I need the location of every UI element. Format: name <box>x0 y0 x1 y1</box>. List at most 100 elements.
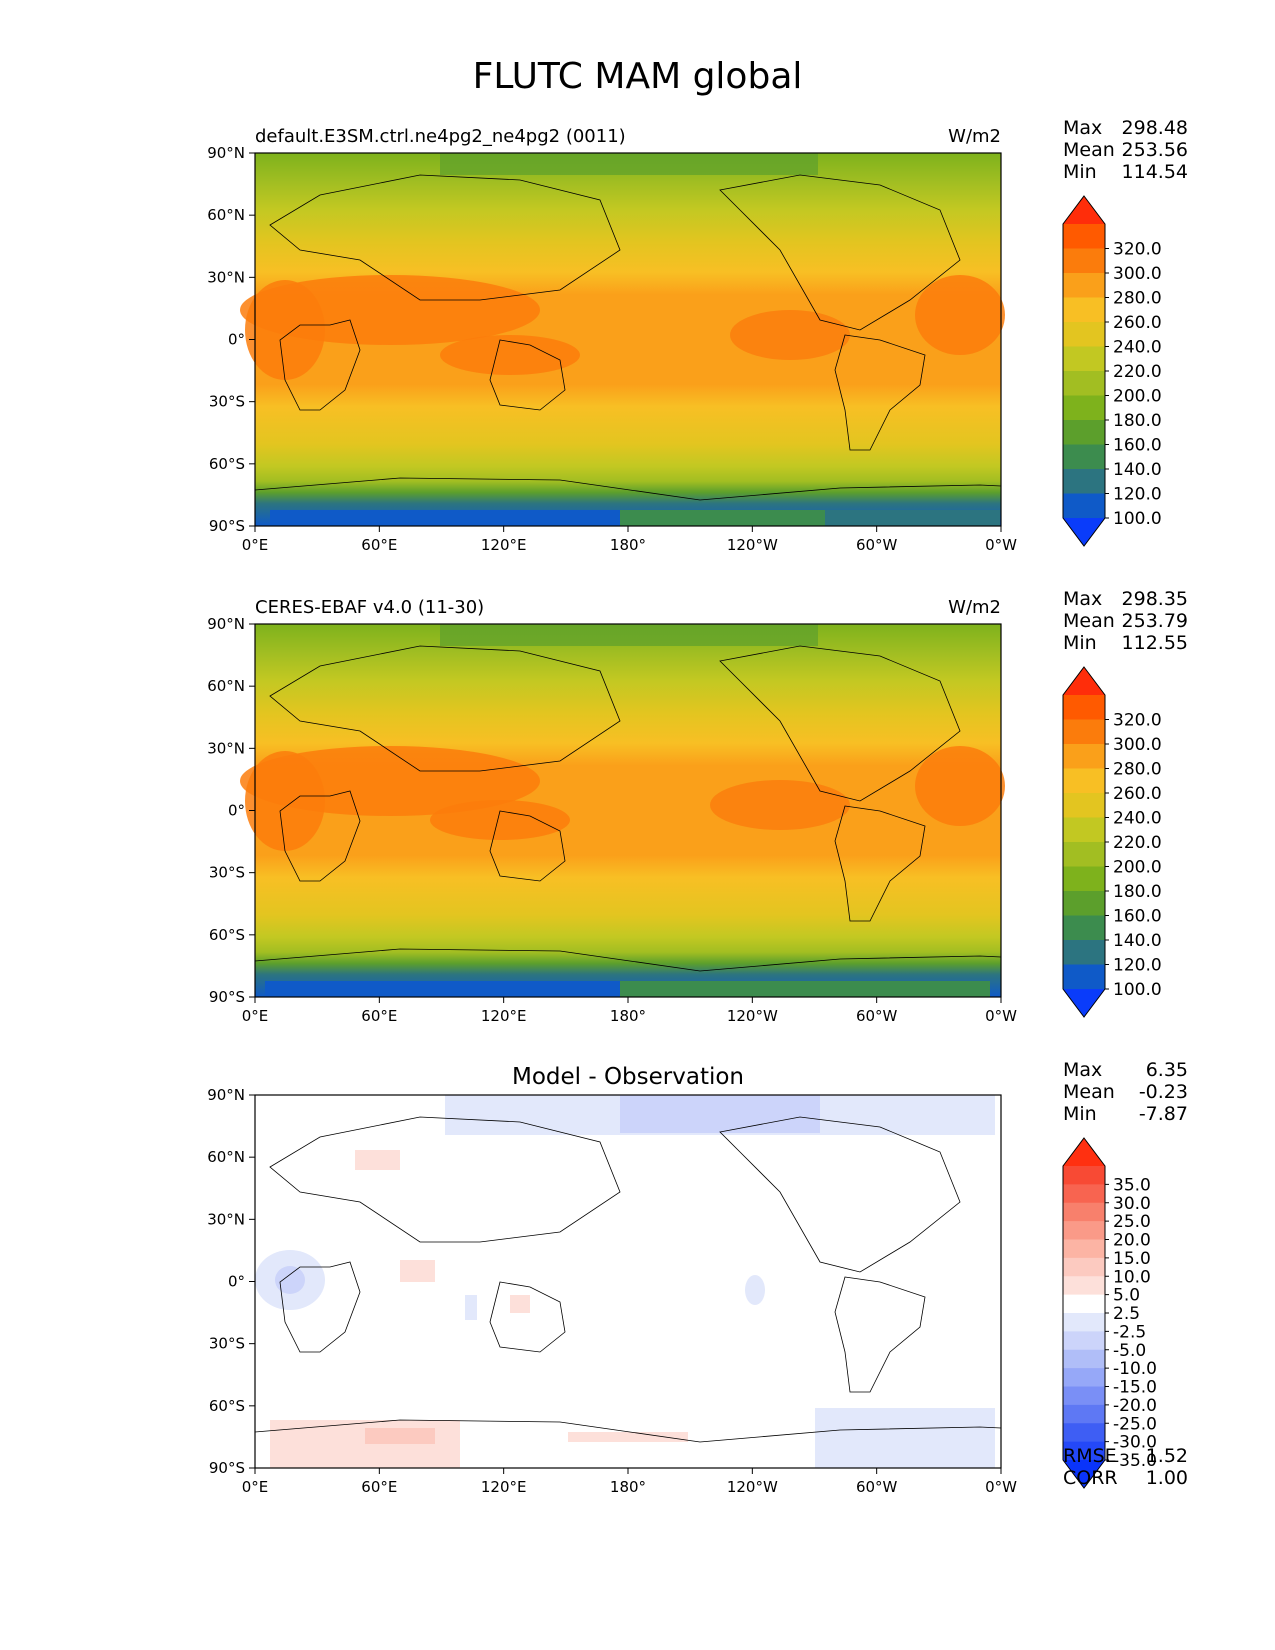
colorbar-tick-label: 240.0 <box>1113 809 1162 829</box>
y-tick-label: 90°N <box>207 144 245 162</box>
colorbar-tick-label: -35.0 <box>1113 1451 1157 1471</box>
y-tick-label: 60°N <box>207 1148 245 1166</box>
colorbar-segment <box>1063 1349 1105 1369</box>
panel-title-left: default.E3SM.ctrl.ne4pg2_ne4pg2 (0011) <box>255 126 626 147</box>
colorbar-segment <box>1063 866 1105 892</box>
colorbar-tick-label: 260.0 <box>1113 784 1162 804</box>
y-tick-label: 0° <box>228 802 245 820</box>
stat-mean-value: 253.56 <box>1121 139 1188 161</box>
colorbar-tick-label: -30.0 <box>1113 1433 1157 1453</box>
colorbar-segment <box>1063 395 1105 421</box>
colorbar-tick-label: 140.0 <box>1113 931 1162 951</box>
stat-mean-label: Mean <box>1063 1081 1115 1103</box>
x-tick-label: 0°W <box>985 1478 1017 1496</box>
colorbar-segment <box>1063 420 1105 446</box>
x-tick-label: 60°E <box>361 536 397 554</box>
colorbar-segment <box>1063 1257 1105 1277</box>
stat-mean-label: Mean <box>1063 610 1115 632</box>
colorbar-segment <box>1063 695 1105 721</box>
y-tick-label: 90°N <box>207 615 245 633</box>
colorbar-tick-label: 15.0 <box>1113 1249 1151 1269</box>
colorbar-tick-label: 2.5 <box>1113 1304 1140 1324</box>
y-tick-label: 30°N <box>207 739 245 757</box>
colorbar-tick-label: 240.0 <box>1113 338 1162 358</box>
x-tick-label: 0°E <box>242 1478 269 1496</box>
stat-max-value: 298.35 <box>1121 588 1188 610</box>
colorbar-segment <box>1063 1386 1105 1406</box>
colorbar-segment <box>1063 371 1105 397</box>
colorbar-extend-max <box>1063 1138 1105 1166</box>
colorbar-segment <box>1063 1441 1105 1461</box>
panel-difference-stats: Max 6.35 Mean -0.23 Min -7.87 <box>1063 1059 1188 1125</box>
x-tick-label: 180° <box>610 1478 646 1496</box>
panel-units: W/m2 <box>948 126 1001 147</box>
y-tick-label: 0° <box>228 1273 245 1291</box>
x-tick-label: 120°E <box>481 536 527 554</box>
colorbar-tick-label: 260.0 <box>1113 313 1162 333</box>
x-tick-label: 60°E <box>361 1007 397 1025</box>
colorbar-tick-label: 100.0 <box>1113 980 1162 1000</box>
y-tick-label: 90°S <box>209 517 245 535</box>
colorbar-segment <box>1063 817 1105 843</box>
x-tick-label: 0°W <box>985 536 1017 554</box>
colorbar-segment <box>1063 346 1105 372</box>
colorbar-tick-label: 10.0 <box>1113 1267 1151 1287</box>
panel-difference-coastlines <box>254 1116 1002 1443</box>
stat-max-label: Max <box>1063 1059 1103 1081</box>
colorbar-tick-label: 100.0 <box>1113 509 1162 529</box>
colorbar-tick-label: 280.0 <box>1113 760 1162 780</box>
colorbar-segment <box>1063 842 1105 868</box>
x-tick-label: 120°W <box>727 1478 778 1496</box>
y-tick-label: 90°S <box>209 1459 245 1477</box>
stat-rmse-value: 1.52 <box>1145 1445 1188 1467</box>
colorbar-segment <box>1063 1184 1105 1204</box>
x-tick-label: 120°W <box>727 536 778 554</box>
colorbar-segment <box>1063 469 1105 495</box>
panel-reference-coastlines <box>254 645 1002 972</box>
panel-test-stats: Max 298.48 Mean 253.56 Min 114.54 <box>1063 117 1188 183</box>
y-tick-label: 60°N <box>207 206 245 224</box>
y-tick-label: 60°S <box>209 1397 245 1415</box>
x-tick-label: 180° <box>610 536 646 554</box>
colorbar-tick-label: 200.0 <box>1113 858 1162 878</box>
panel-difference-metrics: RMSE 1.52 CORR 1.00 <box>1063 1445 1188 1489</box>
x-tick-label: 180° <box>610 1007 646 1025</box>
colorbar-outline <box>1062 1137 1106 1489</box>
colorbar-segment <box>1063 891 1105 917</box>
colorbar-segment <box>1063 915 1105 941</box>
x-tick-label: 60°E <box>361 1478 397 1496</box>
colorbar-segment <box>1063 1294 1105 1314</box>
colorbar-segment <box>1063 273 1105 299</box>
colorbar-tick-label: 5.0 <box>1113 1286 1140 1306</box>
colorbar-tick-label: -20.0 <box>1113 1396 1157 1416</box>
colorbar-extend-min <box>1063 518 1105 546</box>
panel-test-coastlines <box>254 174 1002 501</box>
colorbar-tick-label: -2.5 <box>1113 1322 1146 1342</box>
colorbar-tick-label: 220.0 <box>1113 833 1162 853</box>
stat-max-value: 298.48 <box>1121 117 1188 139</box>
colorbar-segment <box>1063 744 1105 770</box>
colorbar-tick-label: 140.0 <box>1113 460 1162 480</box>
colorbar-tick-label: 180.0 <box>1113 411 1162 431</box>
colorbar-tick-label: 30.0 <box>1113 1194 1151 1214</box>
stat-mean-value: 253.79 <box>1121 610 1188 632</box>
y-tick-label: 90°N <box>207 1086 245 1104</box>
colorbar-extend-min <box>1063 1460 1105 1488</box>
x-tick-label: 0°W <box>985 1007 1017 1025</box>
x-tick-label: 60°W <box>856 1478 898 1496</box>
colorbar-segment <box>1063 964 1105 990</box>
colorbar-outline <box>1062 195 1106 547</box>
stat-max-value: 6.35 <box>1145 1059 1188 1081</box>
panel-title-left: CERES-EBAF v4.0 (11-30) <box>255 597 484 618</box>
x-tick-label: 120°E <box>481 1007 527 1025</box>
colorbar-tick-label: 320.0 <box>1113 711 1162 731</box>
colorbar-segment <box>1063 493 1105 519</box>
colorbar-segment <box>1063 719 1105 745</box>
stat-min-value: -7.87 <box>1138 1103 1188 1125</box>
panel-difference-map <box>254 1094 1002 1469</box>
x-tick-label: 60°W <box>856 1007 898 1025</box>
y-tick-label: 60°S <box>209 926 245 944</box>
colorbar-tick-label: -15.0 <box>1113 1378 1157 1398</box>
colorbar-segment <box>1063 1221 1105 1241</box>
stat-max-label: Max <box>1063 117 1103 139</box>
